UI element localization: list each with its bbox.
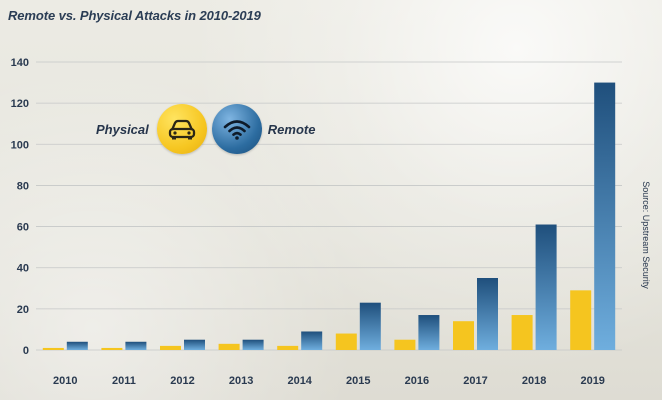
- bar-physical: [277, 345, 299, 350]
- chart-title: Remote vs. Physical Attacks in 2010-2019: [8, 8, 261, 23]
- y-tick-label: 100: [11, 139, 29, 151]
- bar-remote: [125, 341, 147, 350]
- x-tick-label: 2010: [53, 375, 77, 387]
- bar-remote: [66, 341, 88, 350]
- bar-remote: [242, 339, 264, 350]
- bar-remote: [359, 302, 381, 350]
- bar-remote: [594, 82, 616, 351]
- wifi-icon: [223, 120, 251, 140]
- bar-physical: [42, 347, 64, 350]
- x-tick-label: 2012: [170, 375, 194, 387]
- bar-physical: [511, 315, 533, 350]
- y-tick-label: 0: [23, 345, 29, 357]
- bar-remote: [301, 331, 323, 350]
- y-tick-label: 140: [11, 57, 29, 69]
- x-tick-label: 2018: [522, 375, 546, 387]
- x-tick-label: 2017: [463, 375, 487, 387]
- bars: [42, 82, 616, 351]
- legend: Physical Remote: [96, 103, 315, 155]
- bar-physical: [335, 333, 357, 350]
- x-tick-label: 2011: [112, 375, 136, 387]
- y-tick-label: 60: [17, 222, 29, 234]
- x-axis-ticks: 2010 2011 2012 2013 2014 2015 2016 2017 2018 2019: [53, 375, 605, 387]
- x-tick-label: 2019: [580, 375, 604, 387]
- source-note: Source: Upstream Security: [641, 181, 651, 289]
- bar-remote: [535, 224, 557, 350]
- bar-physical: [160, 345, 181, 350]
- car-icon: [168, 119, 195, 140]
- y-axis-ticks: 0 20 40 60 80 100 120 140: [11, 57, 29, 357]
- bar-physical: [453, 321, 474, 350]
- bar-physical: [570, 290, 592, 350]
- bar-remote: [477, 278, 498, 350]
- y-tick-label: 20: [17, 304, 29, 316]
- bar-remote: [418, 315, 440, 350]
- y-tick-label: 120: [11, 98, 29, 110]
- x-tick-label: 2015: [346, 375, 370, 387]
- x-tick-label: 2016: [405, 375, 429, 387]
- y-tick-label: 80: [17, 180, 29, 192]
- x-tick-label: 2013: [229, 375, 253, 387]
- bar-physical: [101, 347, 123, 350]
- legend-label-physical: Physical: [96, 121, 149, 137]
- legend-badge-remote: [211, 104, 262, 154]
- y-tick-label: 40: [17, 263, 29, 275]
- legend-badge-physical: [156, 104, 207, 154]
- bar-physical: [218, 343, 240, 350]
- bar-physical: [394, 339, 416, 350]
- legend-label-remote: Remote: [267, 121, 316, 137]
- x-tick-label: 2014: [287, 375, 312, 387]
- bar-remote: [184, 339, 205, 350]
